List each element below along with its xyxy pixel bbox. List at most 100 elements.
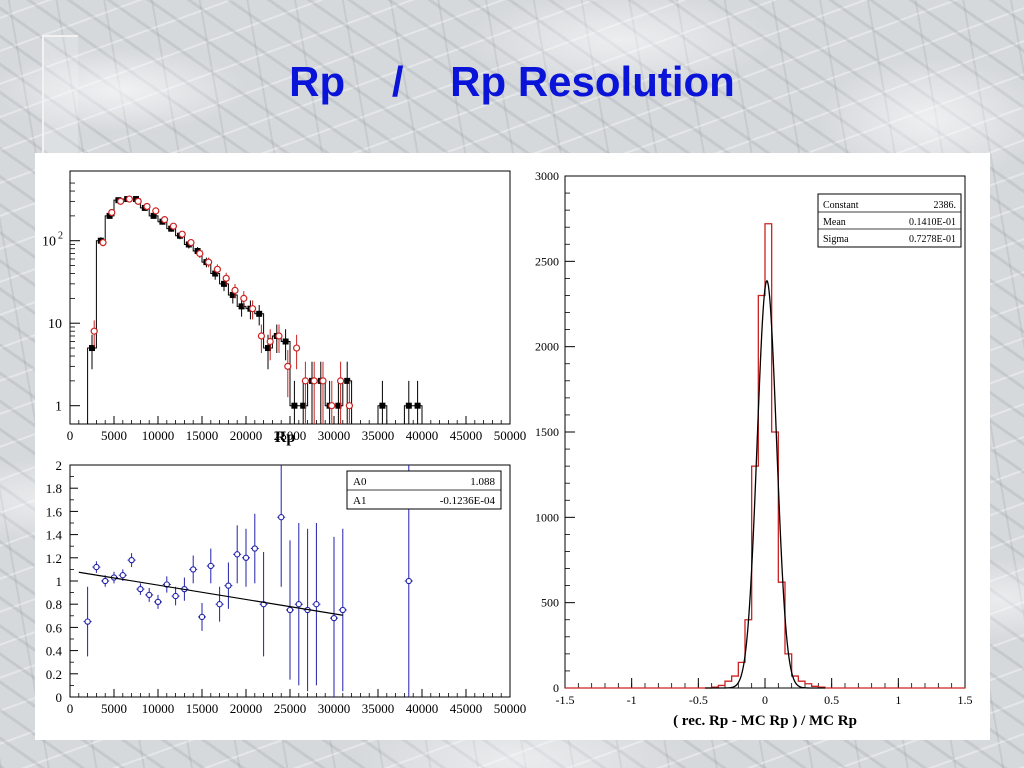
- red-data-point: [169, 222, 177, 230]
- red-data-point: [301, 377, 309, 385]
- y-tick-label: 0: [553, 681, 559, 695]
- ratio-data-point: [84, 618, 91, 625]
- red-data-point: [249, 305, 257, 313]
- y-tick-label: 1.2: [46, 551, 62, 566]
- y-tick-label: 0.6: [46, 620, 63, 635]
- ratio-data-point: [295, 601, 302, 608]
- y-tick-label: 2: [56, 458, 63, 473]
- x-tick-label: 25000: [274, 428, 307, 443]
- stats-constant-label: Constant: [823, 200, 859, 211]
- ratio-data-point: [286, 606, 294, 614]
- x-tick-label: 1: [895, 693, 901, 707]
- x-tick-label: 0.5: [824, 693, 839, 707]
- fit-parameters-box: A0 1.088 A1 -0.1236E-04: [346, 470, 502, 510]
- ratio-data-point: [313, 601, 320, 608]
- red-data-point: [143, 202, 151, 211]
- ratio-data-point: [146, 591, 153, 599]
- ratio-data-point: [172, 592, 179, 600]
- red-data-point: [161, 216, 169, 224]
- stats-mean-value: 0.1410E-01: [909, 217, 956, 228]
- red-data-point: [205, 258, 213, 266]
- red-data-point: [284, 362, 292, 370]
- y-tick-label: 500: [541, 596, 559, 610]
- ratio-data-point: [137, 585, 144, 593]
- ratio-data-point: [242, 554, 250, 561]
- ratio-data-point: [234, 551, 241, 558]
- black-data-point: [150, 212, 157, 219]
- y-tick-label: 1: [55, 400, 62, 415]
- x-tick-label: 25000: [274, 701, 307, 716]
- y-tick-label: 0.4: [46, 644, 63, 659]
- red-data-point: [328, 402, 336, 410]
- y-tick-label: 1.4: [46, 528, 63, 543]
- ratio-data-point: [330, 614, 338, 622]
- x-tick-label: 5000: [101, 428, 127, 443]
- x-tick-label: 35000: [362, 428, 395, 443]
- red-data-point: [187, 238, 195, 247]
- x-tick-label: 50000: [494, 701, 527, 716]
- ratio-data-point: [190, 566, 197, 573]
- ratio-data-point: [198, 613, 206, 621]
- x-tick-label: 1.5: [958, 693, 973, 707]
- red-data-point: [222, 274, 230, 282]
- red-data-point: [337, 377, 345, 385]
- x-tick-label: 40000: [406, 701, 439, 716]
- fit-a1-value: -0.1236E-04: [440, 495, 496, 507]
- x-tick-label: 10000: [142, 701, 175, 716]
- x-tick-label: 40000: [406, 428, 439, 443]
- stats-box-frame: [817, 193, 962, 248]
- x-tick-label: 0: [67, 701, 74, 716]
- black-data-point: [265, 345, 271, 352]
- x-tick-label: 0: [67, 428, 74, 443]
- red-data-point: [275, 332, 283, 340]
- black-data-point: [89, 345, 95, 352]
- ratio-data-point: [405, 577, 412, 585]
- ratio-data-point: [278, 514, 285, 521]
- ratio-data-point: [93, 563, 100, 571]
- y-tick-label: 2500: [535, 254, 559, 268]
- red-data-point: [345, 402, 353, 410]
- ratio-data-point: [339, 606, 346, 614]
- linear-fit-line: [78, 571, 343, 616]
- red-data-point: [196, 249, 204, 258]
- y-tick-label: 0.2: [46, 667, 62, 682]
- rp-ratio-x-axis: 0 5000 10000 15000 20000 25000 30000 35000 40000…: [67, 689, 527, 716]
- ratio-data-point: [225, 582, 232, 589]
- y-tick-label: 1.6: [46, 504, 63, 519]
- rp-ratio-plot: 0 5000 10000 15000 20000 25000 30000 35000 40000…: [46, 458, 527, 716]
- black-data-point: [335, 402, 342, 409]
- rp-resolution-x-axis: -1.5 -1 -0.5 0 0.5 1 1.5: [556, 678, 973, 707]
- x-tick-label: 30000: [318, 701, 351, 716]
- black-data-point: [414, 402, 421, 409]
- y-tick-label: 1000: [535, 510, 559, 524]
- red-data-point: [213, 265, 221, 273]
- series-red-markers: [90, 195, 353, 424]
- red-data-point: [152, 207, 160, 215]
- ratio-data-point: [251, 545, 258, 552]
- ratio-data-point: [154, 598, 162, 606]
- red-data-point: [134, 197, 142, 205]
- x-tick-label: -1.5: [556, 693, 575, 707]
- x-tick-label: 5000: [101, 701, 127, 716]
- y-tick-label: 0: [56, 690, 63, 705]
- ratio-data-point: [119, 572, 126, 579]
- red-data-point: [116, 197, 125, 205]
- x-tick-label: 45000: [450, 428, 483, 443]
- red-data-point: [108, 208, 116, 217]
- stats-sigma-value: 0.7278E-01: [909, 234, 956, 245]
- y-tick-label: 10: [48, 317, 62, 332]
- black-data-point: [405, 402, 412, 409]
- red-data-point: [99, 238, 107, 247]
- y-tick-label: 1500: [535, 425, 559, 439]
- red-data-point: [178, 230, 186, 238]
- black-data-point: [106, 212, 113, 219]
- rp-distribution-plot: 0 5000 10000 15000 20000 25000 30000 35000 40000…: [42, 170, 526, 446]
- red-data-point: [310, 377, 318, 385]
- slide-title: Rp / Rp Resolution: [289, 58, 735, 105]
- black-data-point: [238, 303, 245, 310]
- rp-resolution-x-label: ( rec. Rp - MC Rp ) / MC Rp: [673, 713, 857, 729]
- y-tick-label: 3000: [535, 169, 559, 183]
- fit-a0-value: 1.088: [470, 476, 495, 488]
- black-data-point: [300, 402, 307, 409]
